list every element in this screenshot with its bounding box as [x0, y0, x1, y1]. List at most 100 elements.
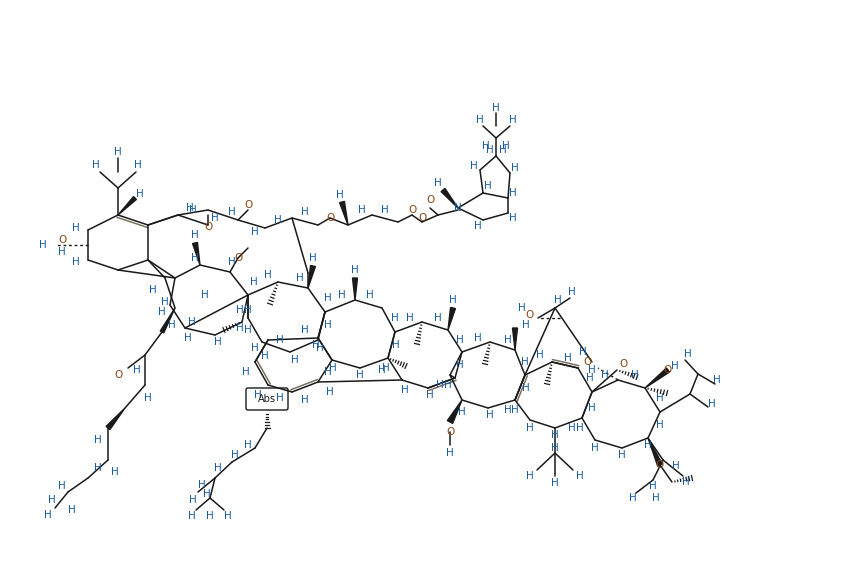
Text: H: H [326, 387, 333, 397]
Text: H: H [434, 178, 442, 188]
Polygon shape [441, 188, 458, 208]
Text: H: H [301, 395, 309, 405]
Text: H: H [168, 320, 176, 330]
Text: H: H [518, 303, 526, 313]
Text: N: N [454, 203, 462, 213]
Text: H: H [316, 343, 324, 353]
Text: H: H [245, 325, 252, 335]
Text: H: H [684, 349, 692, 359]
Text: H: H [245, 305, 252, 315]
Text: H: H [591, 443, 598, 453]
Text: O: O [234, 253, 242, 263]
Text: H: H [72, 223, 80, 233]
Text: H: H [149, 285, 156, 295]
Text: H: H [192, 253, 199, 263]
Text: O: O [58, 235, 66, 245]
Text: H: H [351, 265, 359, 275]
Text: H: H [526, 471, 534, 481]
Text: H: H [203, 489, 211, 499]
Text: H: H [381, 205, 389, 215]
Text: H: H [324, 320, 332, 330]
FancyBboxPatch shape [246, 388, 288, 410]
Text: H: H [631, 370, 639, 380]
Text: O: O [326, 213, 334, 223]
Polygon shape [352, 278, 357, 300]
Text: H: H [338, 290, 346, 300]
Text: H: H [291, 355, 299, 365]
Text: H: H [391, 313, 399, 323]
Text: H: H [261, 351, 268, 361]
Text: H: H [357, 370, 364, 380]
Polygon shape [308, 266, 315, 288]
Text: H: H [251, 277, 258, 287]
Text: H: H [236, 323, 244, 333]
Text: H: H [158, 307, 166, 317]
Text: H: H [587, 373, 594, 383]
Text: H: H [236, 305, 244, 315]
Text: H: H [310, 253, 317, 263]
Text: H: H [511, 163, 519, 173]
Text: H: H [231, 450, 239, 460]
Text: H: H [509, 188, 517, 198]
Text: H: H [94, 463, 102, 473]
Text: H: H [682, 477, 690, 487]
Text: H: H [312, 340, 320, 350]
Text: H: H [449, 295, 457, 305]
Text: H: H [358, 205, 366, 215]
Text: H: H [568, 423, 576, 433]
Text: H: H [476, 115, 484, 125]
Text: Abs: Abs [258, 394, 276, 404]
Polygon shape [448, 307, 456, 330]
Text: H: H [672, 461, 680, 471]
Text: H: H [276, 393, 284, 403]
Text: H: H [444, 380, 452, 390]
Text: O: O [114, 370, 122, 380]
Text: H: H [458, 407, 466, 417]
Text: H: H [382, 363, 390, 373]
Text: H: H [206, 511, 214, 521]
Text: H: H [551, 430, 559, 440]
Text: H: H [392, 340, 400, 350]
Polygon shape [118, 196, 137, 215]
Text: H: H [551, 478, 559, 488]
Text: H: H [329, 363, 337, 373]
Text: O: O [244, 200, 252, 210]
Text: H: H [133, 365, 141, 375]
Text: H: H [511, 405, 519, 415]
Text: H: H [161, 297, 169, 307]
Text: H: H [192, 230, 199, 240]
Text: H: H [144, 393, 152, 403]
Text: H: H [475, 221, 482, 231]
Text: H: H [564, 353, 572, 363]
Text: H: H [629, 493, 637, 503]
Text: H: H [228, 257, 236, 267]
Text: O: O [203, 222, 212, 232]
Text: H: H [504, 405, 512, 415]
Text: H: H [94, 435, 102, 445]
Text: H: H [189, 495, 197, 505]
Text: H: H [486, 410, 494, 420]
Text: H: H [522, 320, 530, 330]
Text: O: O [584, 357, 593, 367]
Text: H: H [499, 145, 507, 155]
Text: H: H [336, 190, 344, 200]
Polygon shape [512, 328, 517, 350]
Text: H: H [406, 313, 414, 323]
Text: H: H [58, 481, 66, 491]
Text: H: H [201, 290, 209, 300]
Text: O: O [445, 427, 454, 437]
Text: H: H [426, 390, 433, 400]
Polygon shape [192, 242, 200, 265]
Text: H: H [708, 399, 716, 409]
Text: H: H [134, 160, 142, 170]
Text: H: H [576, 423, 584, 433]
Text: H: H [254, 390, 262, 400]
Text: H: H [588, 403, 596, 413]
Polygon shape [339, 202, 348, 225]
Text: H: H [366, 290, 374, 300]
Text: H: H [228, 207, 236, 217]
Text: H: H [214, 463, 222, 473]
Text: H: H [576, 471, 584, 481]
Text: O: O [663, 365, 672, 375]
Text: H: H [114, 147, 122, 157]
